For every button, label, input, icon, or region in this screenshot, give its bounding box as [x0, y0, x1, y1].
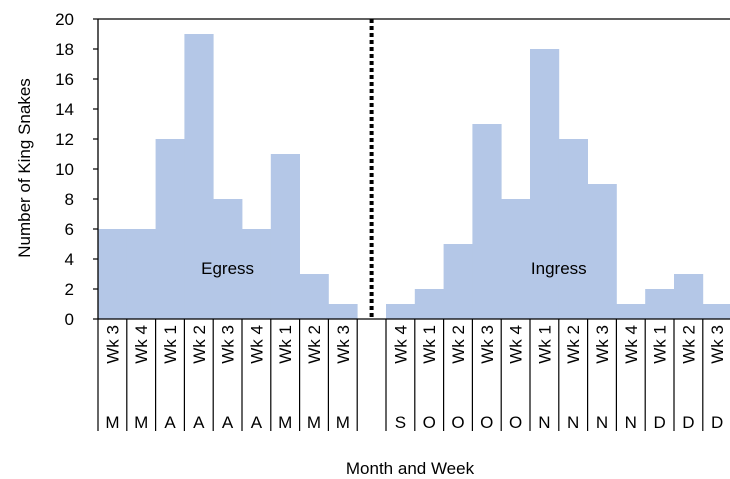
bar	[126, 229, 156, 319]
bar	[184, 34, 214, 319]
week-tick-label: Wk 2	[190, 325, 209, 364]
axes-layer	[93, 18, 730, 431]
month-tick-label: O	[451, 413, 464, 432]
y-tick-label: 16	[55, 70, 74, 89]
month-tick-label: M	[105, 413, 119, 432]
month-tick-label: D	[653, 413, 665, 432]
week-tick-label: Wk 2	[305, 325, 324, 364]
group-label-ingress: Ingress	[531, 259, 587, 278]
bar	[674, 274, 704, 319]
month-tick-label: O	[509, 413, 522, 432]
week-tick-label: Wk 3	[593, 325, 612, 364]
month-tick-label: A	[251, 413, 263, 432]
month-tick-label: D	[711, 413, 723, 432]
month-tick-label: O	[423, 413, 436, 432]
bar	[328, 304, 358, 319]
y-tick-label: 0	[65, 310, 74, 329]
x-axis-title: Month and Week	[346, 459, 475, 478]
bar	[472, 124, 502, 319]
y-tick-label: 4	[65, 250, 74, 269]
month-tick-label: N	[625, 413, 637, 432]
bar	[645, 289, 675, 319]
bar	[702, 304, 730, 319]
y-tick-label: 20	[55, 10, 74, 29]
bar	[414, 289, 444, 319]
bar	[242, 229, 272, 319]
week-tick-label: Wk 3	[708, 325, 727, 364]
y-tick-label: 18	[55, 40, 74, 59]
bar	[443, 244, 473, 319]
week-tick-label: Wk 2	[679, 325, 698, 364]
week-tick-label: Wk 1	[161, 325, 180, 364]
week-tick-label: Wk 1	[535, 325, 554, 364]
bar	[213, 199, 243, 319]
bar	[155, 139, 185, 319]
week-tick-label: Wk 4	[391, 325, 410, 364]
bar	[299, 274, 329, 319]
bar	[530, 49, 560, 319]
bar	[270, 154, 300, 319]
month-tick-label: A	[193, 413, 205, 432]
week-tick-label: Wk 3	[478, 325, 497, 364]
y-tick-label: 12	[55, 130, 74, 149]
y-tick-label: 10	[55, 160, 74, 179]
bar	[386, 304, 416, 319]
week-tick-label: Wk 3	[334, 325, 353, 364]
week-tick-label: Wk 3	[103, 325, 122, 364]
month-tick-label: A	[164, 413, 176, 432]
y-tick-label: 6	[65, 220, 74, 239]
bar	[616, 304, 646, 319]
month-tick-label: N	[567, 413, 579, 432]
y-axis-title: Number of King Snakes	[15, 78, 34, 258]
bars-layer	[98, 34, 730, 319]
bar	[501, 199, 531, 319]
y-tick-label: 2	[65, 280, 74, 299]
week-tick-label: Wk 1	[420, 325, 439, 364]
month-tick-label: N	[596, 413, 608, 432]
week-tick-label: Wk 1	[276, 325, 295, 364]
y-tick-label: 8	[65, 190, 74, 209]
month-tick-label: M	[134, 413, 148, 432]
week-tick-label: Wk 4	[247, 325, 266, 364]
y-tick-label: 14	[55, 100, 74, 119]
labels-layer: Egress Ingress 0 2 4 6 8 10 12 14 16 18 20 Wk 3 M Wk 4 M…	[55, 10, 727, 432]
week-tick-label: Wk 1	[651, 325, 670, 364]
month-tick-label: M	[278, 413, 292, 432]
month-tick-label: O	[480, 413, 493, 432]
week-tick-label: Wk 2	[564, 325, 583, 364]
month-tick-label: M	[307, 413, 321, 432]
bar	[558, 139, 588, 319]
group-label-egress: Egress	[201, 259, 254, 278]
week-tick-label: Wk 4	[132, 325, 151, 364]
week-tick-label: Wk 4	[507, 325, 526, 364]
month-tick-label: D	[682, 413, 694, 432]
month-tick-label: S	[395, 413, 406, 432]
bar	[98, 229, 128, 319]
week-tick-label: Wk 4	[622, 325, 641, 364]
bar	[587, 184, 617, 319]
month-tick-label: M	[336, 413, 350, 432]
month-tick-label: A	[222, 413, 234, 432]
month-tick-label: N	[538, 413, 550, 432]
week-tick-label: Wk 2	[449, 325, 468, 364]
week-tick-label: Wk 3	[219, 325, 238, 364]
